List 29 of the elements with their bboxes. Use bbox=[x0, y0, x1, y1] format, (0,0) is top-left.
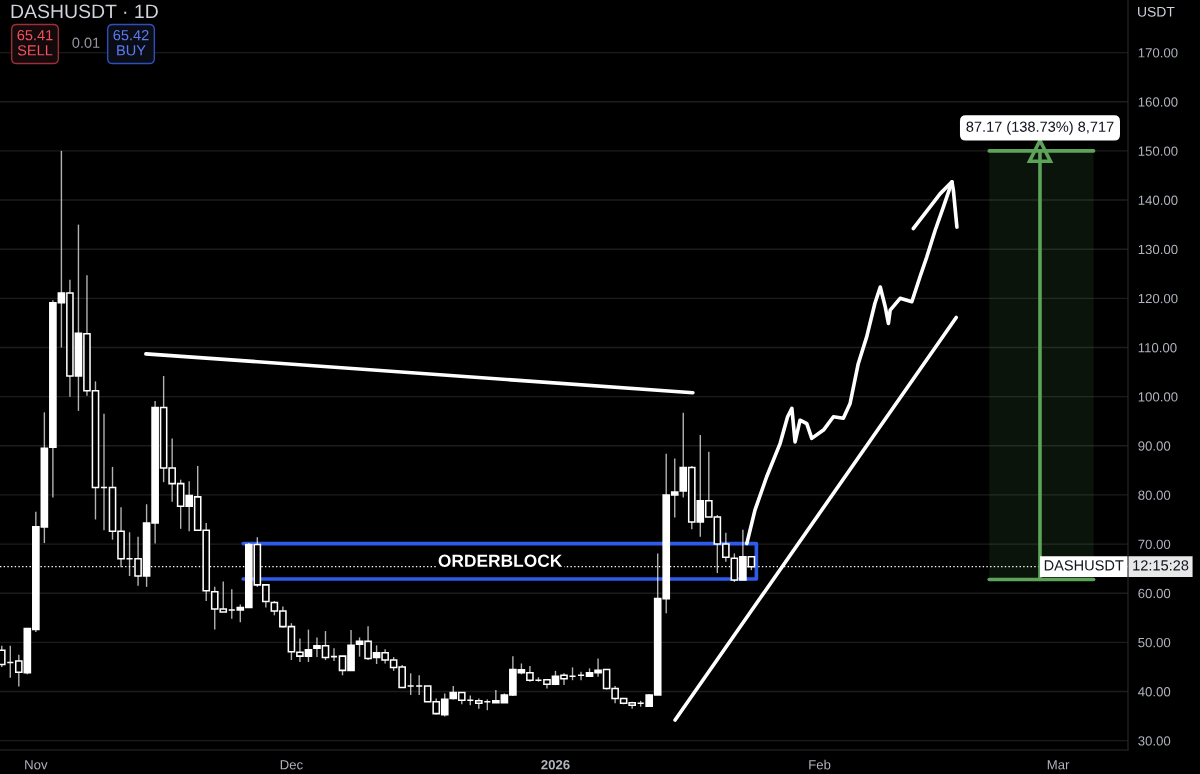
y-tick-label: 30.00 bbox=[1138, 736, 1171, 746]
annotation: 87.17 (138.73%) 8,717 bbox=[966, 121, 1114, 135]
y-tick-label: 130.00 bbox=[1138, 244, 1178, 255]
x-tick-label: 2026 bbox=[541, 760, 570, 770]
text: 12:15:28 bbox=[1133, 560, 1189, 571]
x-tick-label: Dec bbox=[280, 760, 303, 770]
x-tick-label: Nov bbox=[25, 760, 48, 770]
y-tick-label: 160.00 bbox=[1138, 97, 1178, 107]
x-tick-label: Feb bbox=[809, 759, 831, 770]
annotation: 65.41 SELL bbox=[17, 30, 53, 56]
y-tick-label: 170.00 bbox=[1138, 48, 1178, 58]
annotation: ORDERBLOCK bbox=[438, 554, 563, 567]
y-tick-label: 150.00 bbox=[1138, 146, 1178, 156]
y-tick-label: 40.00 bbox=[1138, 687, 1171, 697]
y-tick-label: 80.00 bbox=[1138, 490, 1171, 500]
y-tick-label: 70.00 bbox=[1138, 539, 1171, 549]
y-tick-label: 100.00 bbox=[1138, 392, 1178, 402]
y-tick-label: 90.00 bbox=[1138, 441, 1171, 451]
chart-title: DASHUSDT · 1D bbox=[11, 4, 158, 19]
y-tick-label: 120.00 bbox=[1138, 293, 1178, 304]
y-tick-label: 50.00 bbox=[1138, 637, 1171, 648]
y-tick-label: 60.00 bbox=[1138, 588, 1171, 599]
annotation: 0.01 bbox=[72, 37, 100, 48]
y-axis-title: USDT bbox=[1138, 6, 1175, 17]
ref-line-label: DASHUSDT bbox=[1044, 560, 1124, 571]
y-tick-label: 140.00 bbox=[1138, 195, 1178, 205]
y-tick-label: 110.00 bbox=[1138, 343, 1177, 353]
x-tick-label: Mar bbox=[1047, 760, 1070, 770]
annotation: 65.42 BUY bbox=[113, 30, 149, 56]
